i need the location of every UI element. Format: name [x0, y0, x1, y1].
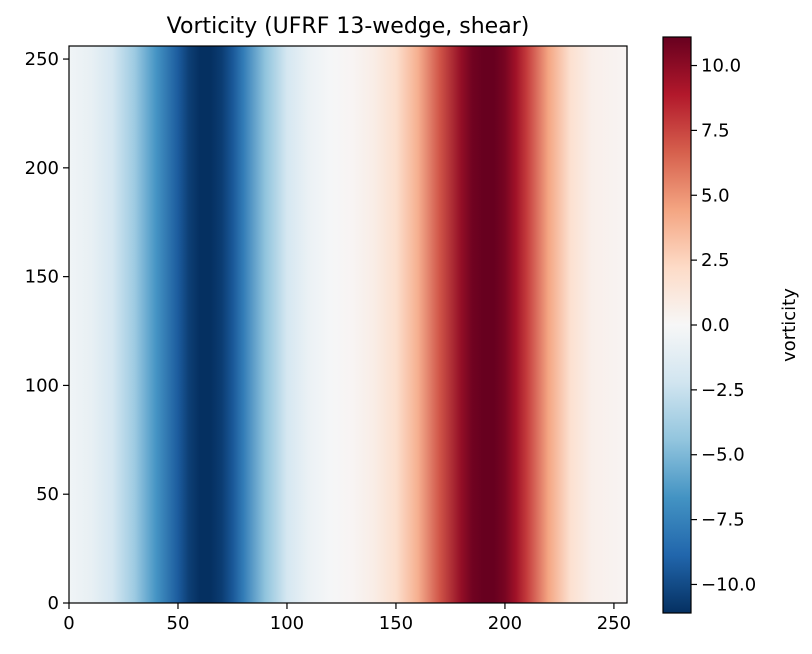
colorbar	[663, 37, 691, 613]
chart-title: Vorticity (UFRF 13-wedge, shear)	[167, 14, 530, 39]
colorbar-tick-label: 0.0	[701, 315, 730, 336]
colorbar-tick-label: 10.0	[701, 56, 741, 77]
colorbar-tick-label: 2.5	[701, 250, 730, 271]
x-axis-ticks: 0 50 100 150 200 250	[63, 603, 631, 634]
colorbar-label: vorticity	[779, 288, 800, 362]
y-tick-label: 100	[25, 375, 59, 396]
colorbar-tick-label: 7.5	[701, 120, 730, 141]
colorbar-tick-label: −5.0	[701, 445, 745, 466]
plot-frame	[68, 45, 628, 604]
y-tick-label: 200	[25, 158, 59, 179]
colorbar-tick-label: −10.0	[701, 574, 756, 595]
y-tick-label: 0	[48, 593, 59, 614]
y-tick-label: 250	[25, 49, 59, 70]
heatmap-field	[69, 46, 627, 603]
y-tick-label: 150	[25, 267, 59, 288]
colorbar-tick-label: −2.5	[701, 380, 745, 401]
x-tick-label: 250	[597, 613, 631, 634]
y-axis-ticks: 0 50 100 150 200 250	[25, 49, 69, 614]
x-tick-label: 200	[488, 613, 522, 634]
x-tick-label: 150	[379, 613, 413, 634]
x-tick-label: 0	[63, 613, 74, 634]
colorbar-tick-label: −7.5	[701, 510, 745, 531]
colorbar-ticks: −10.0 −7.5 −5.0 −2.5 0.0 2.5 5.0 7.5 10.0	[691, 56, 756, 595]
y-tick-label: 50	[36, 484, 59, 505]
colorbar-tick-label: 5.0	[701, 185, 730, 206]
x-tick-label: 100	[270, 613, 304, 634]
x-tick-label: 50	[167, 613, 190, 634]
